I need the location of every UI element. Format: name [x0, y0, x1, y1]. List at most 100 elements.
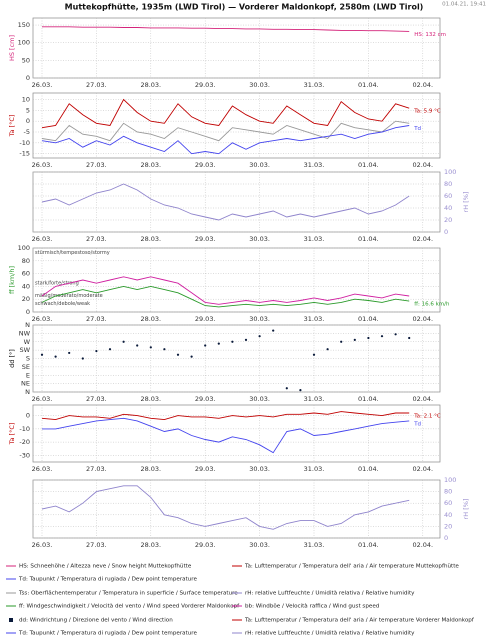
x-tick-label: 27.03. — [86, 315, 107, 323]
end-label: Td — [413, 126, 421, 132]
y-tick-label: 100 — [444, 476, 456, 484]
x-tick-label: 27.03. — [86, 541, 107, 549]
x-tick-label: 26.03. — [32, 81, 53, 89]
direction-dot — [149, 346, 152, 349]
y-tick-label: SW — [19, 346, 30, 354]
y-tick-label: -5 — [24, 128, 30, 136]
plot-frame — [32, 479, 441, 539]
y-tick-label: -10 — [19, 425, 30, 433]
end-label: Ta: 5.9 °C — [413, 109, 441, 115]
direction-dot — [394, 333, 397, 336]
direction-dot — [408, 336, 411, 340]
direction-dot — [217, 342, 220, 345]
y-tick-label: 40 — [444, 204, 452, 212]
direction-dot — [258, 335, 261, 338]
x-tick-label: 26.03. — [32, 235, 53, 243]
y-axis-label: rH [%] — [462, 192, 470, 213]
wind-band-label: mäßig/moderato/moderate — [35, 293, 103, 299]
legend-marker — [9, 618, 13, 622]
series-line — [41, 411, 410, 421]
direction-dot — [81, 357, 84, 360]
legend-label: rH: relative Luftfeuchte / Umidità relat… — [245, 630, 415, 637]
x-tick-label: 01.04. — [358, 235, 379, 243]
y-tick-label: NW — [19, 329, 31, 337]
direction-dot — [54, 355, 57, 358]
plot-frame — [32, 92, 441, 159]
y-tick-label: 60 — [22, 270, 30, 278]
series-line — [41, 485, 410, 530]
legend-label: Td: Taupunkt / Temperatura di rugiada / … — [18, 631, 197, 637]
x-tick-label: 31.03. — [304, 81, 325, 89]
series-line — [41, 125, 410, 155]
x-tick-label: 30.03. — [249, 235, 270, 243]
legend-label: dd: Windrichtung / Direzione del vento /… — [19, 618, 173, 624]
direction-dot — [40, 353, 44, 356]
x-tick-label: 31.03. — [304, 235, 325, 243]
direction-dot — [299, 389, 302, 392]
x-tick-label: 01.04. — [358, 465, 379, 473]
end-label: ff: 16.6 km/h — [414, 302, 450, 308]
y-tick-label: 50 — [22, 56, 30, 64]
x-tick-label: 31.03. — [304, 395, 325, 403]
series-line — [41, 120, 410, 142]
series-line — [42, 417, 410, 454]
y-tick-label: 100 — [18, 39, 30, 47]
direction-dot — [136, 344, 139, 347]
y-tick-label: 100 — [444, 168, 456, 176]
direction-dot — [231, 340, 234, 343]
y-tick-label: 0 — [26, 117, 30, 125]
x-tick-label: 26.03. — [32, 395, 53, 403]
x-tick-label: 28.03. — [140, 81, 161, 89]
y-tick-label: -15 — [19, 150, 30, 158]
y-tick-label: 0 — [26, 412, 30, 420]
direction-dot — [380, 335, 384, 338]
x-tick-label: 27.03. — [86, 81, 107, 89]
series-line — [41, 285, 410, 308]
y-tick-label: SE — [22, 363, 30, 371]
legend-label: Td: Taupunkt / Temperatura di rugiada / … — [18, 577, 197, 583]
y-tick-label: S — [26, 355, 30, 363]
y-tick-label: N — [25, 388, 30, 396]
x-tick-label: 27.03. — [86, 395, 107, 403]
direction-dot — [95, 349, 98, 353]
direction-dot — [244, 338, 248, 341]
page-title: Muttekopfhütte, 1935m (LWD Tirol) — Vord… — [65, 3, 424, 12]
x-tick-label: 30.03. — [249, 541, 270, 549]
y-tick-label: 40 — [444, 511, 452, 519]
legend-label: Ta: Lufttemperatur / Temperatura dell' a… — [244, 618, 475, 624]
series-line — [41, 276, 410, 305]
y-axis-label: Ta [°C] — [8, 423, 16, 446]
y-axis-label: HS [cm] — [8, 35, 16, 61]
y-tick-label: 80 — [444, 180, 452, 188]
end-label: Ta: 2.1 °C — [413, 413, 441, 419]
y-tick-label: E — [26, 371, 30, 379]
legend-label: ff: Windgeschwindigkeit / Velocità del v… — [19, 603, 240, 610]
x-tick-label: 28.03. — [140, 395, 161, 403]
x-tick-label: 29.03. — [195, 465, 216, 473]
wind-band-label: stürmisch/tempestoso/stormy — [35, 250, 110, 256]
y-tick-label: 80 — [22, 257, 30, 265]
x-tick-label: 02.04. — [412, 81, 433, 89]
x-tick-label: 02.04. — [412, 465, 433, 473]
x-tick-label: 31.03. — [304, 161, 325, 169]
direction-dot — [285, 387, 288, 390]
x-tick-label: 29.03. — [195, 235, 216, 243]
y-tick-label: 5 — [26, 106, 30, 114]
x-tick-label: 26.03. — [32, 315, 53, 323]
y-tick-label: -20 — [19, 438, 30, 446]
y-tick-label: 40 — [22, 282, 30, 290]
direction-dot — [204, 344, 207, 347]
y-tick-label: -30 — [19, 451, 30, 459]
x-tick-label: 01.04. — [358, 395, 379, 403]
x-tick-label: 29.03. — [195, 541, 216, 549]
direction-dot — [326, 348, 329, 351]
timestamp: 01.04.21, 19:41 — [442, 2, 486, 8]
direction-dot — [163, 348, 166, 351]
x-tick-label: 30.03. — [249, 161, 270, 169]
x-tick-label: 30.03. — [249, 395, 270, 403]
x-tick-label: 01.04. — [358, 81, 379, 89]
x-tick-label: 30.03. — [249, 81, 270, 89]
x-tick-label: 02.04. — [412, 235, 433, 243]
direction-dot — [272, 329, 275, 332]
